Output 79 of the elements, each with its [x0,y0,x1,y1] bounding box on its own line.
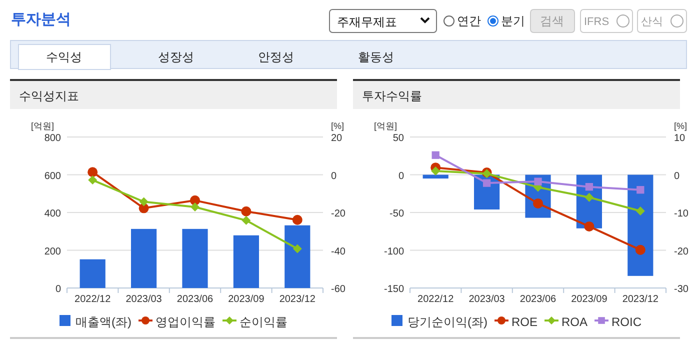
point [139,197,148,206]
point [431,166,440,176]
y2-axis-title: [%] [674,121,688,131]
x-tick-label: 2023/09 [228,294,265,305]
y2-tick-label: 0 [674,170,680,182]
text: 활동성 [358,50,394,64]
text: IFRS [584,16,610,28]
y-axis-title: [억원] [374,121,398,131]
y-tick-label: -100 [384,246,404,258]
y-tick-label: 0 [398,170,404,182]
text: 분기 [501,14,525,28]
y2-tick-label: -20 [331,208,346,220]
x-tick-label: 2023/03 [126,294,162,305]
point [190,195,200,206]
y2-tick-label: 10 [674,133,686,144]
legend-label: ROA [562,315,588,329]
x-tick-label: 2023/09 [571,294,608,305]
y-tick-label: 50 [392,133,404,144]
point [636,186,644,194]
y2-tick-label: -20 [674,246,689,258]
y2-tick-label: -40 [331,246,346,258]
legend-label: 순이익률 [240,315,288,329]
point [292,214,302,225]
legend-label: ROE [511,315,538,329]
x-tick-label: 2023/12 [622,294,659,305]
point [635,244,646,255]
y-tick-label: 200 [44,246,62,258]
point [432,151,440,159]
x-tick-label: 2023/06 [520,294,557,305]
y2-tick-label: -10 [674,208,689,220]
bar [80,259,106,288]
x-tick-label: 2023/06 [176,294,214,305]
legend-label: 당기순이익(좌) [407,315,488,329]
point [585,183,594,191]
y2-tick-label: -60 [331,284,346,295]
legend-label: ROIC [612,315,642,329]
text: 주재무제표 [337,15,397,29]
y2-tick-label: 0 [331,170,337,182]
point [190,202,200,212]
x-tick-label: 2022/12 [418,294,454,305]
legend-label: 영업이익률 [156,315,216,329]
text: 안정성 [258,50,294,64]
bar [284,225,310,288]
text: 산식 [641,16,663,28]
text: 연간 [457,14,481,28]
y-tick-label: 800 [44,133,62,144]
point [242,216,251,225]
point [88,167,98,178]
point [482,179,491,187]
bar [182,228,208,288]
point [241,206,252,216]
legend-label: 매출액(좌) [76,315,132,329]
point [584,221,594,232]
bar [131,228,157,288]
y2-tick-label: -30 [674,284,689,295]
point [292,244,302,254]
y-axis-title: [억원] [31,121,54,131]
point [636,206,645,216]
y-tick-label: -150 [384,284,404,295]
y-tick-label: 0 [55,284,62,295]
y-tick-label: 600 [44,170,62,182]
bar [233,235,259,288]
y2-tick-label: 20 [331,133,343,144]
text: 수익성 [46,50,82,64]
chart-title: 투자수익률 [362,89,422,103]
text: 투자분석 [11,11,71,28]
point [533,198,543,208]
y-tick-label: -50 [390,208,404,220]
point [88,176,98,185]
text: 성장성 [158,50,194,64]
text: 검색 [540,14,564,28]
y-tick-label: 400 [44,208,62,220]
x-tick-label: 2023/03 [468,294,506,305]
x-tick-label: 2022/12 [74,294,112,305]
y2-axis-title: [%] [331,121,344,131]
point [534,178,542,186]
x-tick-label: 2023/12 [279,294,316,305]
point [584,192,594,202]
chart-title: 수익성지표 [19,89,79,103]
